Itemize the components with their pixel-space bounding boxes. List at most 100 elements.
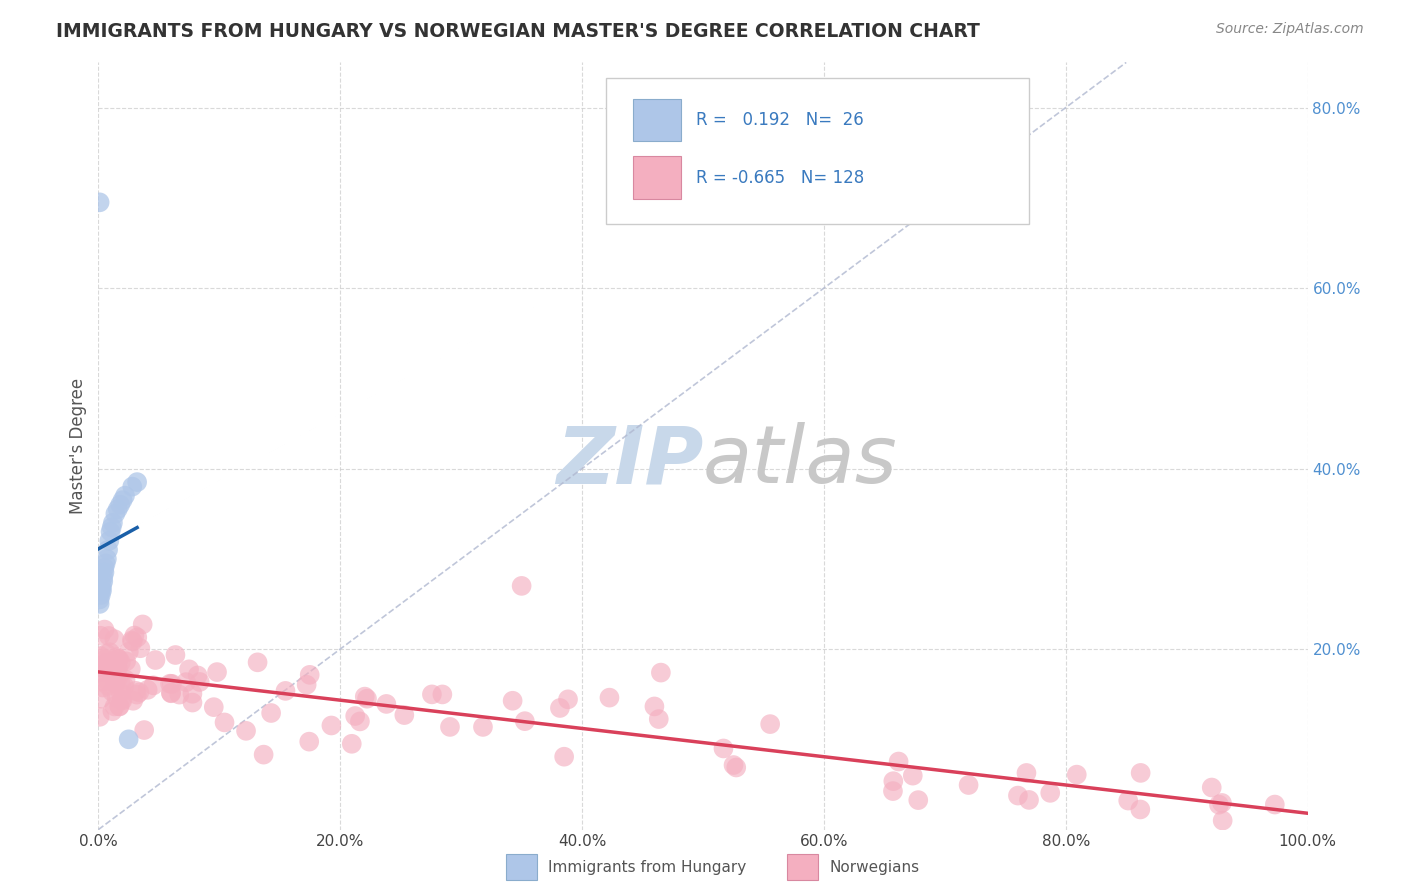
Point — [125, 683, 148, 698]
Point — [553, 749, 575, 764]
Point — [108, 652, 131, 666]
Point — [160, 677, 183, 691]
Point — [1129, 765, 1152, 780]
Text: Immigrants from Hungary: Immigrants from Hungary — [548, 860, 747, 874]
Point — [105, 690, 128, 705]
Point — [127, 475, 149, 489]
Point — [110, 686, 132, 700]
Point — [115, 654, 138, 668]
Point — [108, 699, 131, 714]
Point — [1211, 796, 1233, 810]
Point — [104, 671, 127, 685]
Point — [759, 717, 782, 731]
Point — [1201, 780, 1223, 795]
Point — [89, 710, 111, 724]
Point — [114, 489, 136, 503]
Point — [97, 679, 120, 693]
Point — [98, 645, 121, 659]
Point — [725, 760, 748, 774]
Point — [187, 668, 209, 682]
Point — [174, 675, 197, 690]
Point — [165, 648, 187, 662]
Point — [122, 694, 145, 708]
Point — [340, 737, 363, 751]
Point — [887, 755, 910, 769]
Point — [1066, 767, 1088, 781]
Point — [94, 652, 117, 666]
Point — [90, 583, 112, 598]
Point — [118, 732, 141, 747]
Point — [1018, 793, 1040, 807]
Point — [439, 720, 461, 734]
Point — [159, 676, 181, 690]
Point — [111, 692, 134, 706]
Point — [121, 480, 143, 494]
Point — [97, 542, 120, 557]
Point — [94, 657, 117, 672]
Bar — [633, 156, 682, 199]
Point — [129, 641, 152, 656]
Point — [344, 709, 367, 723]
FancyBboxPatch shape — [606, 78, 1029, 224]
Point — [90, 691, 112, 706]
Point — [205, 665, 228, 679]
Point — [100, 520, 122, 534]
Point — [295, 678, 318, 692]
Point — [713, 741, 735, 756]
Point — [648, 712, 671, 726]
Point — [90, 588, 112, 602]
Point — [98, 664, 121, 678]
Point — [89, 660, 111, 674]
Point — [650, 665, 672, 680]
Point — [103, 632, 125, 647]
Point — [181, 696, 204, 710]
Point — [89, 592, 111, 607]
Point — [356, 691, 378, 706]
Point — [91, 583, 114, 598]
Point — [598, 690, 620, 705]
Point — [101, 668, 124, 682]
Point — [472, 720, 495, 734]
Point — [513, 714, 536, 728]
Point — [160, 686, 183, 700]
Point — [89, 648, 111, 663]
Point — [111, 693, 134, 707]
Point — [110, 677, 132, 691]
Point — [145, 653, 167, 667]
Point — [91, 574, 114, 589]
Point — [907, 793, 929, 807]
Point — [121, 633, 143, 648]
Point — [108, 699, 131, 714]
Point — [142, 678, 165, 692]
Point — [104, 699, 127, 714]
Point — [1129, 802, 1152, 816]
Point — [108, 498, 131, 512]
Point — [107, 502, 129, 516]
Point — [110, 656, 132, 670]
Point — [127, 631, 149, 645]
Text: atlas: atlas — [703, 422, 898, 500]
Point — [97, 629, 120, 643]
Point — [91, 579, 114, 593]
Point — [1116, 794, 1139, 808]
Point — [177, 662, 200, 676]
Point — [112, 679, 135, 693]
Point — [118, 645, 141, 659]
Point — [957, 778, 980, 792]
Point — [125, 688, 148, 702]
Point — [93, 566, 115, 580]
Point — [107, 652, 129, 666]
Point — [246, 656, 269, 670]
Point — [134, 723, 156, 737]
Point — [96, 647, 118, 661]
Point — [160, 686, 183, 700]
Point — [1007, 789, 1029, 803]
Point — [97, 674, 120, 689]
Text: ZIP: ZIP — [555, 422, 703, 500]
Point — [96, 551, 118, 566]
Point — [89, 597, 111, 611]
Point — [723, 758, 745, 772]
Point — [375, 697, 398, 711]
Point — [1208, 797, 1230, 812]
Point — [104, 507, 127, 521]
